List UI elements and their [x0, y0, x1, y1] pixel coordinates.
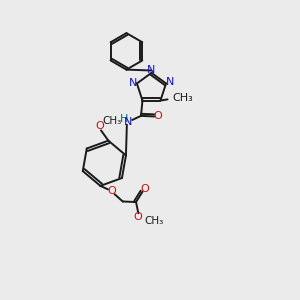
- Text: N: N: [129, 78, 138, 88]
- Text: O: O: [134, 212, 142, 222]
- Text: H: H: [120, 114, 128, 124]
- Text: O: O: [140, 184, 149, 194]
- Text: O: O: [95, 121, 104, 131]
- Text: CH₃: CH₃: [145, 217, 164, 226]
- Text: CH₃: CH₃: [173, 93, 194, 103]
- Text: N: N: [147, 65, 156, 75]
- Text: N: N: [165, 77, 174, 87]
- Text: O: O: [107, 186, 116, 196]
- Text: N: N: [124, 117, 133, 127]
- Text: CH₃: CH₃: [102, 116, 122, 126]
- Text: O: O: [154, 112, 163, 122]
